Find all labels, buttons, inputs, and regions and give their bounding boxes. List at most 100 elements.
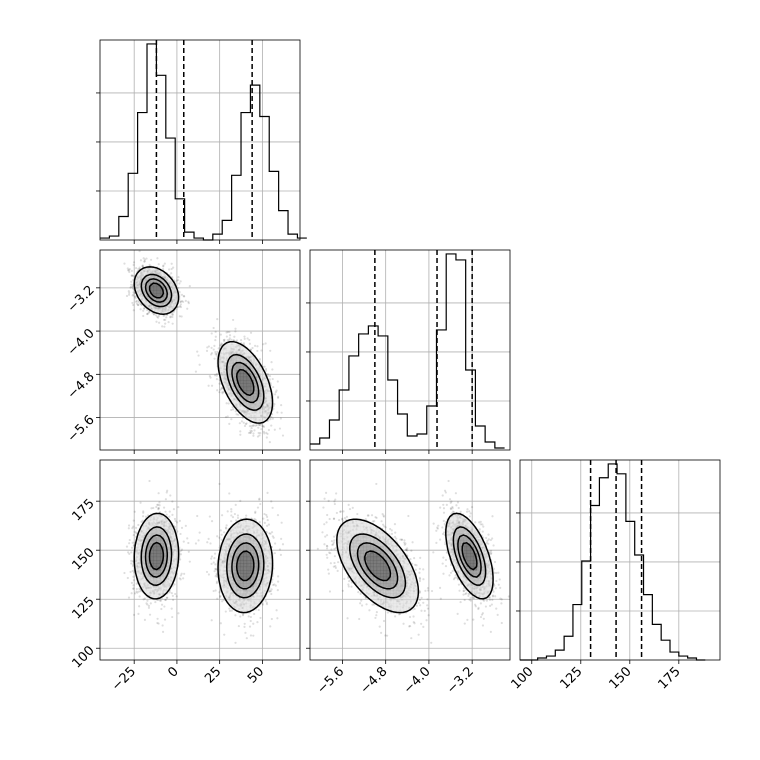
panel-frame: [99, 39, 301, 241]
sample-point: [146, 603, 149, 606]
sample-point: [171, 594, 174, 597]
sample-point: [217, 347, 220, 350]
sample-point: [194, 370, 198, 373]
density-cell: [243, 380, 248, 384]
sample-point: [174, 519, 177, 523]
sample-point: [142, 309, 145, 312]
sample-point: [255, 424, 258, 427]
density-cell: [260, 420, 264, 424]
sample-point: [267, 428, 271, 432]
density-cell: [160, 283, 164, 288]
sample-point: [212, 326, 215, 330]
sample-point: [219, 388, 222, 391]
density-cell: [230, 346, 234, 351]
sample-point: [272, 385, 275, 389]
density-cell: [220, 363, 224, 368]
density-cell: [236, 403, 241, 408]
sample-point: [128, 542, 131, 545]
density-cell: [146, 270, 151, 274]
density-cell: [220, 356, 224, 361]
sample-point: [234, 410, 237, 413]
sample-point: [228, 337, 231, 340]
density-cell: [233, 400, 238, 404]
density-cell: [243, 413, 248, 418]
density-cell: [243, 403, 248, 408]
sample-point: [148, 613, 152, 616]
density-cell: [236, 400, 241, 404]
sample-point: [187, 541, 190, 545]
density-cell: [250, 366, 254, 371]
sample-point: [126, 267, 129, 270]
sample-point: [212, 348, 215, 351]
sample-point: [175, 521, 179, 524]
sample-point: [157, 622, 160, 625]
sample-point: [230, 520, 233, 523]
density-cell: [250, 396, 254, 401]
density-cell: [256, 420, 261, 424]
sample-point: [130, 546, 134, 549]
histogram-bin: [398, 414, 408, 450]
sample-point: [207, 384, 210, 387]
density-cell: [240, 363, 244, 368]
sample-point: [270, 617, 273, 621]
sample-point: [162, 264, 165, 267]
sample-point: [172, 266, 175, 269]
sample-point: [245, 422, 248, 425]
histogram-bin: [670, 652, 679, 660]
sample-point: [132, 575, 135, 578]
sample-point: [186, 537, 189, 540]
density-cell: [156, 286, 161, 291]
histogram-step: [100, 43, 307, 241]
sample-point: [278, 427, 282, 430]
density-cell: [266, 390, 271, 394]
histogram-bin: [185, 232, 194, 240]
sample-point: [141, 519, 144, 522]
density-cell: [226, 386, 231, 391]
histogram-bin: [456, 260, 466, 450]
density-cell: [240, 376, 244, 381]
histogram-bin: [582, 561, 591, 660]
density-cell: [140, 296, 144, 301]
sample-point: [127, 596, 131, 599]
density-cell: [220, 366, 224, 371]
sample-point: [271, 578, 274, 581]
sample-point: [132, 291, 135, 294]
sample-point: [163, 605, 166, 608]
density-cell: [246, 396, 251, 401]
density-cell: [230, 363, 234, 368]
density-cell: [226, 353, 231, 358]
density-cell: [240, 356, 244, 361]
density-cell: [263, 393, 268, 398]
sample-point: [235, 413, 238, 416]
sample-point: [231, 516, 235, 519]
sample-point: [249, 431, 252, 434]
sample-point: [241, 416, 244, 419]
density-cell: [173, 296, 178, 301]
density-cell: [253, 403, 258, 408]
sample-point: [139, 501, 142, 504]
density-cell: [243, 376, 248, 381]
density-cell: [243, 383, 248, 388]
sample-point: [167, 268, 171, 271]
histogram-bin: [475, 426, 485, 450]
sample-point: [277, 395, 280, 398]
density-cell: [146, 276, 151, 281]
density-cell: [160, 303, 164, 308]
sample-point: [172, 507, 176, 511]
density-cell: [173, 293, 178, 298]
density-cell: [263, 380, 268, 384]
sample-point: [265, 603, 269, 606]
plot-area: [123, 479, 285, 644]
sample-point: [249, 331, 253, 334]
sample-point: [214, 330, 217, 333]
sample-point: [133, 530, 136, 533]
sample-point: [273, 428, 276, 431]
sample-point: [256, 435, 260, 438]
density-cell: [226, 363, 231, 368]
sample-point: [146, 312, 149, 316]
histogram-3: 100 125 150 175: [508, 459, 721, 692]
sample-point: [171, 500, 174, 503]
sample-point: [256, 349, 259, 353]
density-cell: [260, 390, 264, 394]
sample-point: [168, 591, 171, 594]
